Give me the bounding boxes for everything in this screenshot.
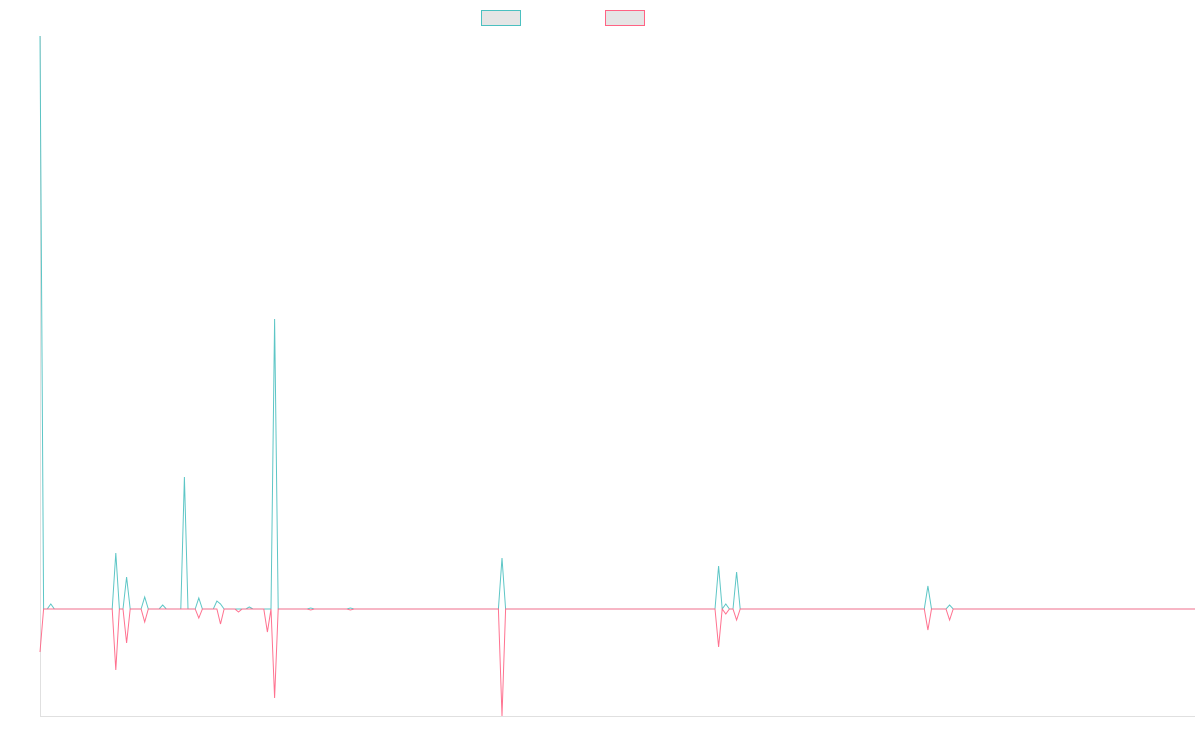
legend-item-series-1[interactable] [481,10,521,26]
series-line-2 [39,607,1195,717]
legend-item-series-2[interactable] [605,10,645,26]
series-line-1 [39,35,1195,611]
